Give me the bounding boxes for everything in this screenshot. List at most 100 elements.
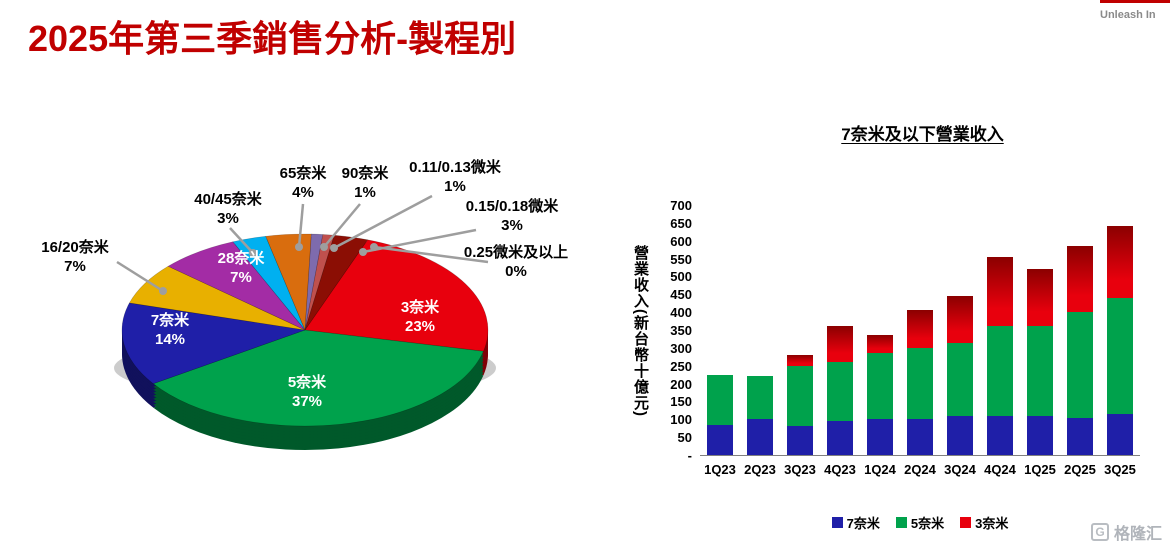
- bar-stack: [1107, 226, 1133, 455]
- pie-label-5奈米: 5奈米 37%: [288, 373, 326, 411]
- gelonghui-logo-icon: G: [1090, 523, 1109, 541]
- bar-segment-3奈米: [1067, 246, 1093, 313]
- x-tick-label: 3Q25: [1104, 462, 1136, 477]
- pie-slice-28奈米: [167, 241, 306, 331]
- bar-chart-title: 7奈米及以下營業收入: [841, 125, 1004, 144]
- bar-segment-5奈米: [987, 326, 1013, 416]
- bar-segment-3奈米: [827, 326, 853, 363]
- pie-slice-5奈米: [152, 329, 484, 427]
- pie-label-percent: 7%: [64, 258, 86, 275]
- pie-label-0.15/0.18微米: 0.15/0.18微米 3%: [466, 197, 559, 235]
- bar-stack: [707, 374, 733, 455]
- y-tick-label: 300: [670, 340, 692, 356]
- pie-label-name: 0.25微米及以上: [463, 244, 569, 261]
- bar-stack: [1067, 246, 1093, 455]
- bar-segment-3奈米: [1107, 226, 1133, 298]
- bar-stack: [747, 375, 773, 455]
- legend-swatch: [831, 517, 843, 528]
- pie-slice-7奈米: [121, 302, 306, 385]
- bar-chart-legend: 7奈米 5奈米 3奈米: [700, 513, 1140, 532]
- y-tick-label: 150: [670, 394, 692, 410]
- pie-label-90奈米: 90奈米 1%: [342, 164, 389, 202]
- bar-segment-5奈米: [707, 374, 733, 425]
- x-tick-label: 1Q23: [704, 462, 736, 477]
- bar-2Q23: [740, 206, 780, 455]
- bar-segment-7奈米: [747, 419, 773, 455]
- bar-segment-7奈米: [787, 426, 813, 455]
- pie-label-65奈米: 65奈米 4%: [280, 164, 327, 202]
- pie-label-name: 28奈米: [217, 250, 265, 267]
- pie-label-name: 5奈米: [287, 374, 327, 391]
- pie-callout-dot: [249, 249, 257, 257]
- bar-1Q24: [860, 206, 900, 455]
- legend-item-3奈米: 3奈米: [960, 513, 1008, 532]
- pie-label-7奈米: 7奈米 14%: [151, 311, 189, 349]
- y-tick-label: 550: [670, 251, 692, 267]
- pie-chart-canvas: [114, 194, 496, 451]
- x-tick-label: 3Q24: [944, 462, 976, 477]
- bar-3Q23: [780, 206, 820, 455]
- legend-label: 7奈米: [846, 516, 880, 531]
- pie-callout-dot: [330, 244, 338, 252]
- bar-stack: [907, 310, 933, 455]
- pie-callout-dot: [159, 287, 167, 295]
- pie-label-name: 16/20奈米: [41, 239, 109, 256]
- y-tick-label: 450: [670, 287, 692, 303]
- pie-callout-dot: [320, 243, 328, 251]
- bar-segment-7奈米: [707, 424, 733, 455]
- y-tick-label: 400: [670, 305, 692, 321]
- bar-segment-7奈米: [1107, 413, 1133, 455]
- x-tick-label: 4Q24: [984, 462, 1016, 477]
- pie-label-percent: 3%: [501, 217, 523, 234]
- bar-segment-7奈米: [987, 415, 1013, 455]
- pie-callout-line: [229, 227, 254, 254]
- y-tick-label: 650: [670, 215, 692, 231]
- x-tick-label: 2Q25: [1064, 462, 1096, 477]
- pie-label-40/45奈米: 40/45奈米 3%: [194, 190, 262, 228]
- y-tick-label: 200: [670, 376, 692, 392]
- y-tick-label: 350: [670, 323, 692, 338]
- pie-label-percent: 0%: [505, 263, 527, 280]
- bar-segment-5奈米: [787, 365, 813, 427]
- y-tick-label: 500: [670, 269, 692, 285]
- bar-2Q25: [1060, 206, 1100, 455]
- legend-label: 5奈米: [910, 516, 945, 531]
- pie-label-percent: 4%: [292, 184, 314, 201]
- bar-segment-5奈米: [947, 342, 973, 416]
- bar-stack: [787, 355, 813, 455]
- bar-chart-plot: [700, 206, 1140, 456]
- bar-y-axis-title: 營業收入(新台幣十億元): [632, 245, 649, 417]
- bar-segment-3奈米: [1027, 269, 1053, 327]
- y-tick-label: 600: [670, 233, 692, 249]
- bar-segment-3奈米: [907, 310, 933, 348]
- pie-callout-line: [116, 260, 164, 293]
- bar-segment-3奈米: [787, 355, 813, 366]
- pie-slice-40/45奈米: [232, 235, 306, 331]
- pie-label-name: 7奈米: [150, 312, 190, 329]
- bar-segment-7奈米: [1027, 415, 1053, 455]
- brand-logo: Unleash In: [1100, 0, 1170, 21]
- legend-item-5奈米: 5奈米: [895, 513, 945, 532]
- bar-segment-5奈米: [1027, 326, 1053, 416]
- pie-label-name: 3奈米: [400, 299, 440, 316]
- bar-1Q23: [700, 206, 740, 455]
- pie-callout-line: [373, 245, 489, 264]
- pie-label-name: 90奈米: [341, 165, 389, 182]
- y-tick-label: -: [687, 448, 692, 463]
- legend-swatch: [895, 517, 907, 528]
- x-tick-label: 4Q23: [824, 462, 856, 477]
- bar-y-axis-ticks: 700 650 600 550 500 450 400 350 300 250 200 150 100 5…: [648, 198, 692, 463]
- pie-label-percent: 37%: [291, 393, 323, 410]
- bar-segment-3奈米: [947, 296, 973, 343]
- pie-callout-line: [333, 194, 433, 250]
- bar-segment-5奈米: [747, 375, 773, 420]
- pie-callout-dot: [359, 248, 367, 256]
- y-tick-label: 250: [670, 358, 692, 374]
- bar-3Q25: [1100, 206, 1140, 455]
- pie-label-percent: 3%: [217, 210, 239, 227]
- gelonghui-logo-text: 格隆汇: [1113, 526, 1162, 543]
- page-title: 2025年第三季銷售分析-製程別: [28, 18, 517, 59]
- pie-label-3奈米: 3奈米 23%: [401, 298, 439, 336]
- pie-label-percent: 23%: [404, 318, 436, 335]
